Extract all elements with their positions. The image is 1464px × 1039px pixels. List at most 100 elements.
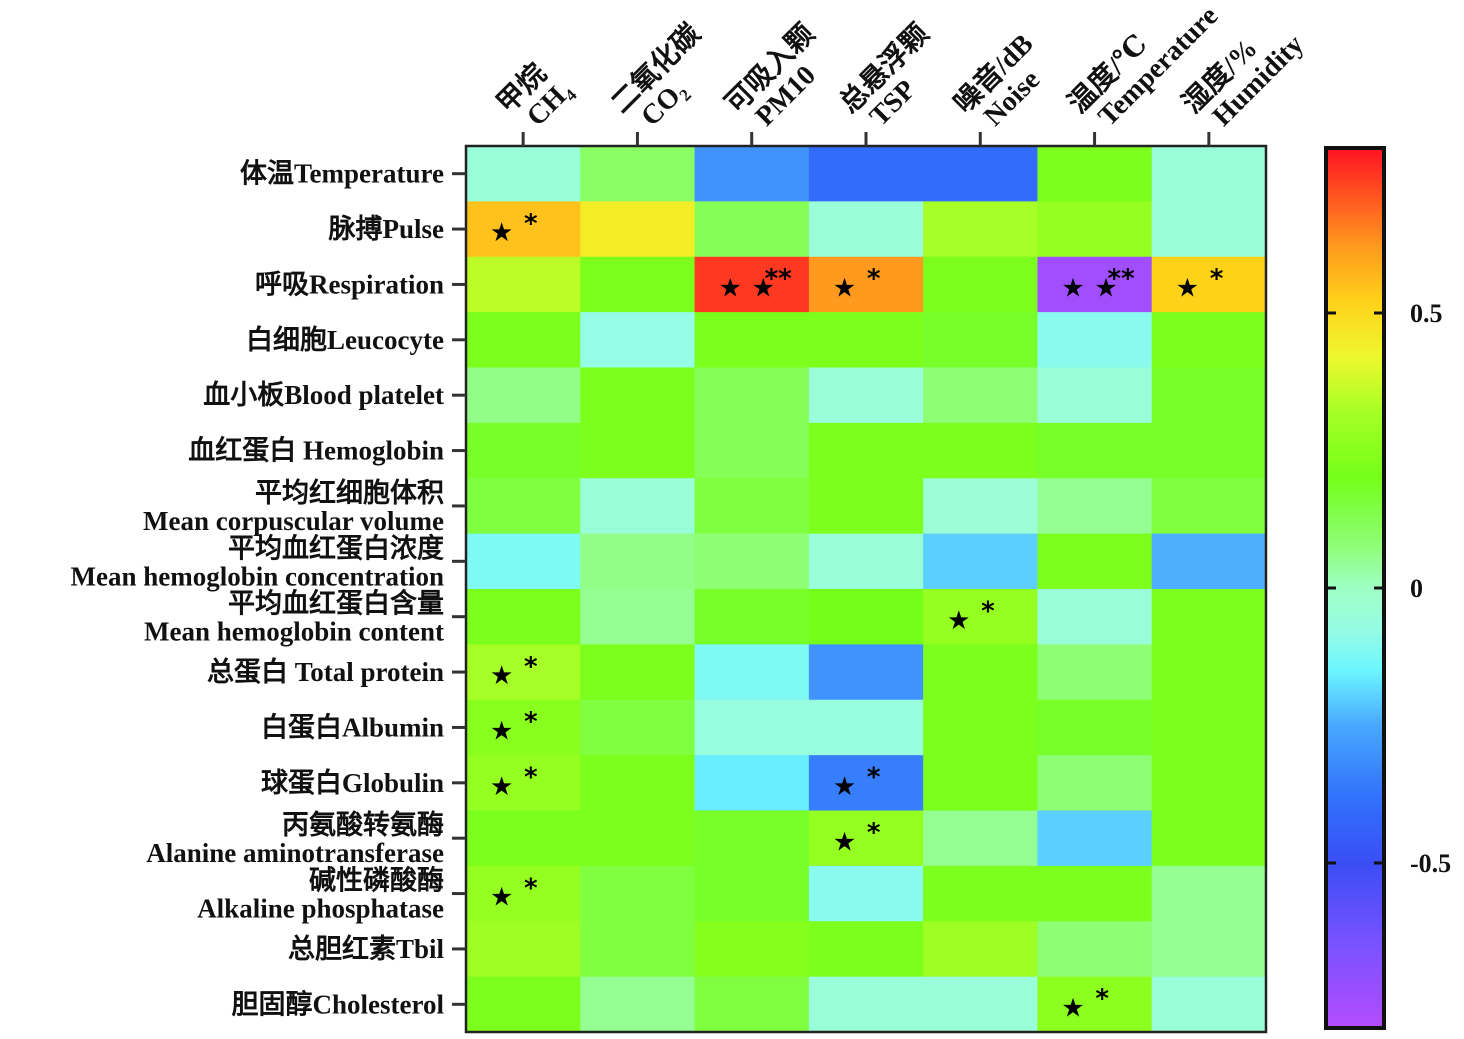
heatmap-cell: [466, 755, 581, 812]
heatmap-cell: [1151, 367, 1267, 424]
significance-asterisk: *: [1210, 264, 1224, 294]
row-label: 平均血红蛋白含量: [228, 588, 444, 619]
heatmap-cell: [466, 146, 581, 202]
heatmap-cell: [694, 810, 810, 867]
heatmap-cell: [808, 755, 924, 812]
heatmap-cell: [580, 201, 696, 258]
significance-star: ★: [833, 772, 856, 802]
heatmap-cell: [580, 312, 696, 369]
heatmap-cell: [694, 921, 810, 978]
heatmap-cell: [923, 865, 1039, 922]
heatmap-cell: [923, 699, 1039, 756]
significance-star: ★: [1094, 274, 1117, 304]
significance-asterisk: *: [981, 596, 995, 626]
significance-star: ★: [719, 274, 742, 304]
significance-star: ★: [833, 274, 856, 304]
heatmap-cell: [580, 644, 696, 701]
heatmap-cell: [580, 589, 696, 645]
heatmap-cell: [694, 201, 810, 258]
heatmap-cell: [923, 644, 1039, 701]
row-label: 丙氨酸转氨酶: [282, 810, 444, 840]
heatmap-cell: [1037, 201, 1153, 258]
heatmap-cell: [694, 422, 810, 479]
heatmap-cell: [923, 256, 1039, 313]
significance-asterisk: *: [524, 652, 538, 682]
heatmap-cell: [694, 256, 810, 313]
heatmap-cell: [466, 478, 581, 535]
heatmap-cell: [466, 810, 581, 867]
heatmap-cell: [1037, 755, 1153, 812]
heatmap-cell: [1037, 367, 1153, 424]
heatmap-cell: [694, 976, 810, 1033]
row-label-en: Alkaline phosphatase: [197, 894, 444, 924]
heatmap-cell: [466, 533, 581, 590]
heatmap-cell: [580, 921, 696, 978]
row-label: 总蛋白 Total protein: [207, 656, 444, 687]
heatmap-cell: [694, 312, 810, 369]
heatmap-cell: [1151, 201, 1267, 258]
heatmap-cell: [1037, 921, 1153, 978]
heatmap-cells: [466, 146, 1267, 1033]
significance-asterisk: **: [765, 264, 793, 294]
heatmap-cell: [1151, 810, 1267, 867]
heatmap-cell: [808, 478, 924, 535]
heatmap-cell: [1151, 755, 1267, 812]
heatmap-cell: [808, 422, 924, 479]
heatmap-cell: [694, 644, 810, 701]
subscript: 4: [561, 85, 581, 105]
heatmap-cell: [1151, 533, 1267, 590]
heatmap-cell: [1151, 312, 1267, 369]
row-label: 体温Temperature: [240, 159, 444, 189]
heatmap-cell: [1037, 256, 1153, 313]
significance-asterisk: *: [867, 818, 881, 848]
row-label-en: Mean hemoglobin concentration: [71, 561, 444, 591]
row-label: 总胆红素Tbil: [288, 933, 445, 964]
heatmap-cell: [808, 644, 924, 701]
row-label: 平均血红蛋白浓度: [228, 532, 444, 563]
significance-asterisk: *: [524, 873, 538, 903]
heatmap-cell: [1037, 589, 1153, 645]
heatmap-cell: [466, 367, 581, 424]
heatmap-cell: [694, 589, 810, 645]
heatmap-cell: [1037, 699, 1153, 756]
heatmap-cell: [580, 865, 696, 922]
heatmap-cell: [808, 865, 924, 922]
heatmap-cell: [694, 533, 810, 590]
significance-markers: ★ *★ ★** ★ * ★ ★** ★ *★ *★ *★ *★ * ★ *★ *★ *★ *: [490, 209, 1224, 1024]
heatmap-cell: [923, 201, 1039, 258]
row-label-en: Alanine aminotransferase: [146, 838, 444, 868]
significance-asterisk: *: [524, 707, 538, 737]
row-labels: 体温Temperature 脉搏Pulse 呼吸Respiration 白细胞Leuc…: [71, 159, 466, 1019]
heatmap-cell: [808, 312, 924, 369]
heatmap-cell: [808, 589, 924, 645]
heatmap-cell: [923, 146, 1039, 202]
heatmap-cell: [808, 810, 924, 867]
heatmap-cell: [808, 921, 924, 978]
row-label: 球蛋白Globulin: [261, 767, 444, 798]
significance-asterisk: *: [524, 209, 538, 239]
colorbar-tick-label: 0: [1410, 574, 1423, 603]
heatmap-cell: [1037, 644, 1153, 701]
significance-asterisk: **: [1107, 264, 1135, 294]
significance-star: ★: [490, 772, 513, 802]
row-label-en: Mean corpuscular volume: [143, 506, 444, 536]
heatmap-cell: [580, 810, 696, 867]
heatmap-cell: [923, 478, 1039, 535]
heatmap-cell: [694, 865, 810, 922]
significance-asterisk: *: [867, 763, 881, 793]
heatmap-cell: [923, 755, 1039, 812]
colorbar-tick-label: 0.5: [1410, 299, 1443, 328]
significance-asterisk: *: [1095, 984, 1109, 1014]
heatmap-cell: [580, 699, 696, 756]
row-label: 碱性磷酸酶: [309, 866, 444, 896]
significance-asterisk: *: [524, 763, 538, 793]
heatmap-cell: [1037, 533, 1153, 590]
heatmap-cell: [923, 921, 1039, 978]
row-label: 白细胞Leucocyte: [246, 324, 444, 355]
heatmap-cell: [580, 533, 696, 590]
heatmap-cell: [1037, 810, 1153, 867]
